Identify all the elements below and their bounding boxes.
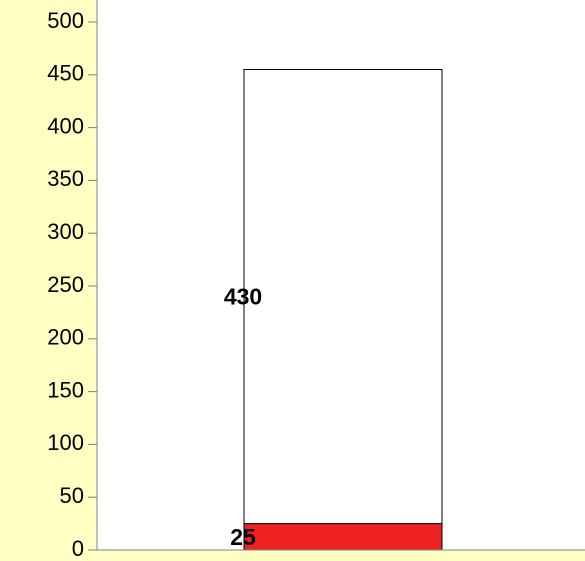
y-tick-label: 200	[47, 325, 84, 350]
y-tick-label: 250	[47, 272, 84, 297]
bar-segment	[243, 523, 443, 551]
y-tick-label: 300	[47, 219, 84, 244]
data-label: 430	[224, 284, 262, 310]
data-label: 25	[230, 524, 256, 550]
bar-segment	[243, 69, 443, 525]
y-tick-label: 350	[47, 166, 84, 191]
y-tick-label: 150	[47, 377, 84, 402]
y-tick-label: 400	[47, 113, 84, 138]
y-tick-label: 100	[47, 430, 84, 455]
y-tick-label: 50	[60, 483, 84, 508]
y-tick-label: 500	[47, 8, 84, 33]
y-tick-label: 450	[47, 61, 84, 86]
y-tick-label: 0	[72, 536, 84, 561]
